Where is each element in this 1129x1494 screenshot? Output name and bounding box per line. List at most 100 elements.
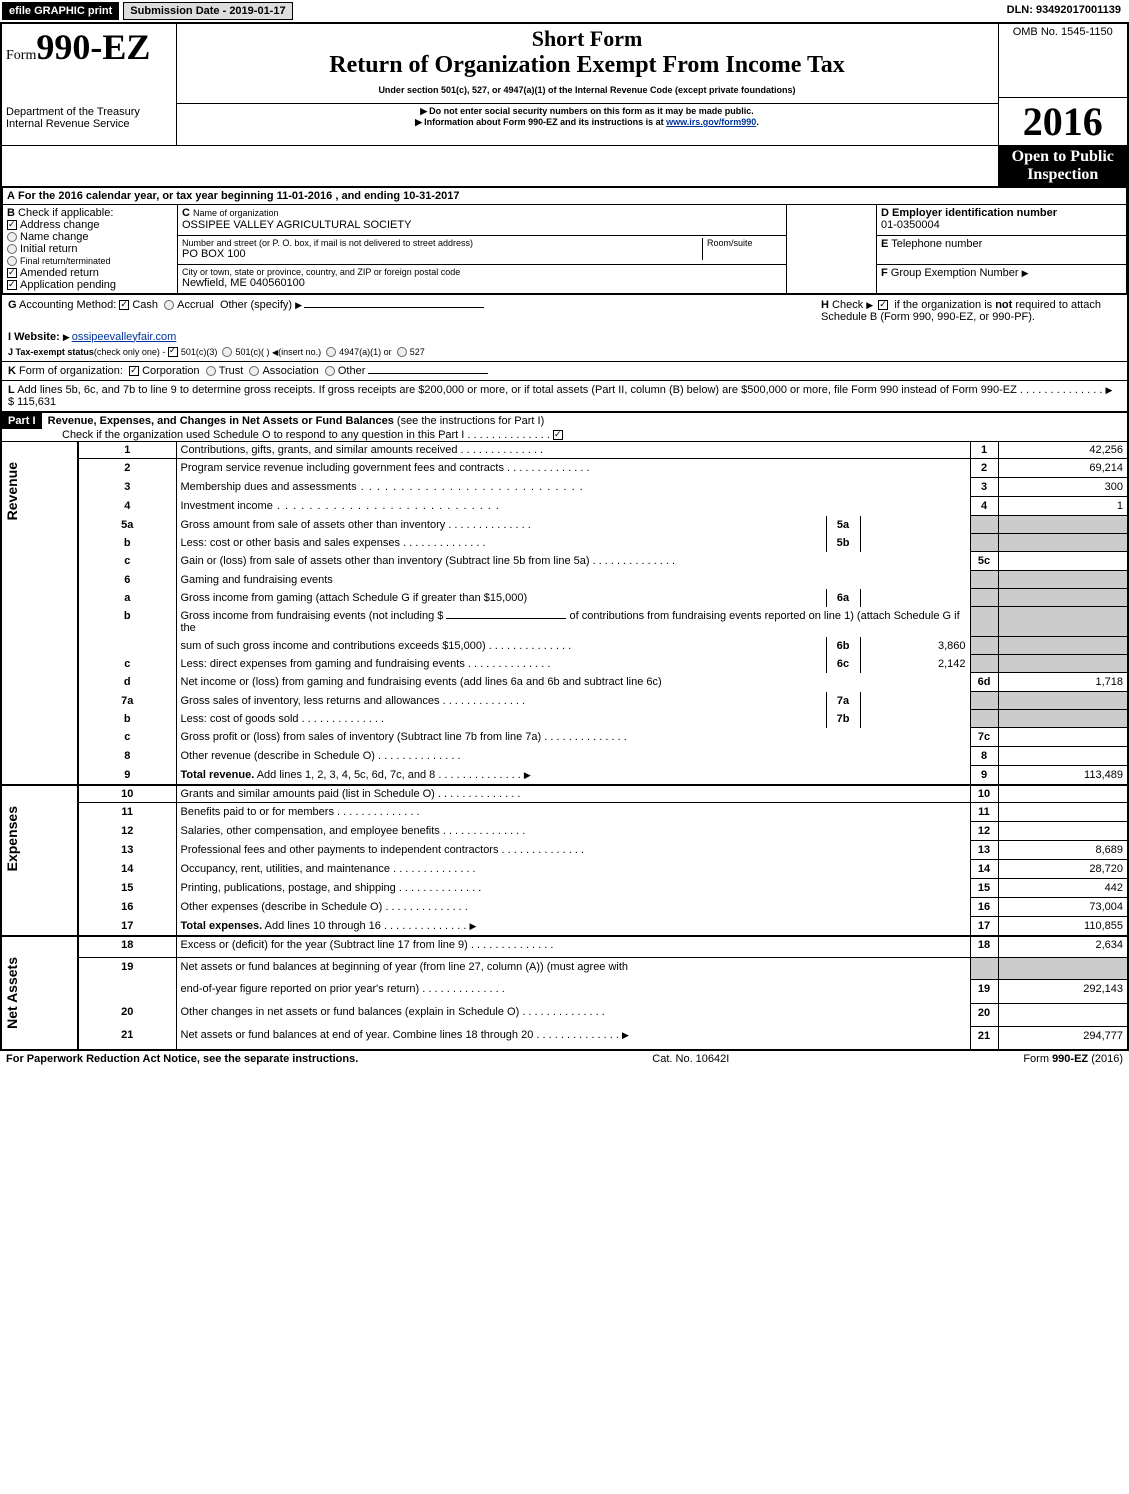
other-specify-input[interactable]: [304, 307, 484, 308]
line-17-text: Total expenses.: [181, 920, 263, 932]
address-change-label: Address change: [20, 219, 100, 231]
expenses-vertical-label: Expenses: [2, 786, 22, 891]
other-specify-label: Other (specify): [220, 299, 292, 311]
other-org-checkbox[interactable]: [325, 366, 335, 376]
line-15-value: 442: [998, 879, 1128, 898]
line-7c-num: c: [78, 728, 176, 747]
cash-checkbox[interactable]: [119, 300, 129, 310]
part1-check-note: Check if the organization used Schedule …: [62, 429, 464, 441]
title-short-form: Short Form: [181, 26, 994, 52]
arrow-icon: [415, 117, 424, 127]
dept-treasury: Department of the Treasury: [6, 106, 172, 118]
amended-return-checkbox[interactable]: [7, 268, 17, 278]
cash-label: Cash: [132, 299, 158, 311]
form-prefix: Form: [6, 48, 36, 63]
line-19-text: Net assets or fund balances at beginning…: [181, 961, 629, 973]
city-label: City or town, state or province, country…: [182, 267, 782, 277]
footer-right-pre: Form: [1023, 1053, 1052, 1065]
line-7c-rnum: 7c: [970, 728, 998, 747]
line-6b-blank[interactable]: [446, 618, 566, 619]
irs-link[interactable]: www.irs.gov/form990: [666, 117, 756, 127]
address-change-checkbox[interactable]: [7, 220, 17, 230]
h-checkbox[interactable]: [878, 300, 888, 310]
line-3-num: 3: [78, 478, 176, 497]
line-9-rnum: 9: [970, 766, 998, 786]
f-text: Group Exemption Number: [891, 267, 1019, 279]
line-7b-mid: 7b: [826, 710, 860, 728]
line-5b-midval: [860, 534, 970, 552]
line-12-rnum: 12: [970, 822, 998, 841]
line-18-num: 18: [78, 936, 176, 957]
line-7b-text: Less: cost of goods sold: [181, 713, 299, 725]
c-text: Name of organization: [193, 208, 279, 218]
line-18-text: Excess or (deficit) for the year (Subtra…: [181, 939, 468, 951]
line-1-value: 42,256: [998, 442, 1128, 459]
line-5b-text: Less: cost or other basis and sales expe…: [181, 537, 401, 549]
line-6d-rnum: 6d: [970, 673, 998, 692]
line-4-value: 1: [998, 497, 1128, 516]
line-8-value: [998, 747, 1128, 766]
name-change-checkbox[interactable]: [7, 232, 17, 242]
501c3-checkbox[interactable]: [168, 347, 178, 357]
line-6c-midval: 2,142: [860, 655, 970, 673]
initial-return-label: Initial return: [20, 243, 77, 255]
line-9-text: Total revenue.: [181, 769, 255, 781]
initial-return-checkbox[interactable]: [7, 244, 17, 254]
line-15-text: Printing, publications, postage, and shi…: [181, 882, 396, 894]
line-6c-num: c: [78, 655, 176, 673]
accrual-checkbox[interactable]: [164, 300, 174, 310]
501c-checkbox[interactable]: [222, 347, 232, 357]
line-18-rnum: 18: [970, 936, 998, 957]
application-pending-checkbox[interactable]: [7, 280, 17, 290]
arrow-icon: [524, 769, 533, 781]
527-label: 527: [410, 347, 425, 357]
line-3-rnum: 3: [970, 478, 998, 497]
arrow-icon: [63, 331, 72, 343]
trust-checkbox[interactable]: [206, 366, 216, 376]
527-checkbox[interactable]: [397, 347, 407, 357]
final-return-checkbox[interactable]: [7, 256, 17, 266]
website-link[interactable]: ossipeevalleyfair.com: [72, 331, 177, 343]
line-5a-num: 5a: [78, 516, 176, 534]
j-text: (check only one) -: [94, 347, 168, 357]
line-8-rnum: 8: [970, 747, 998, 766]
line-5a-text: Gross amount from sale of assets other t…: [181, 519, 446, 531]
i-label: I Website:: [8, 331, 60, 343]
assoc-label: Association: [262, 365, 318, 377]
line-20-rnum: 20: [970, 1003, 998, 1026]
schedule-o-checkbox[interactable]: [553, 430, 563, 440]
line-15-rnum: 15: [970, 879, 998, 898]
line-4-rnum: 4: [970, 497, 998, 516]
corp-checkbox[interactable]: [129, 366, 139, 376]
under-section: Under section 501(c), 527, or 4947(a)(1)…: [181, 85, 994, 95]
arrow-icon: [1022, 267, 1031, 279]
line-6a-text: Gross income from gaming (attach Schedul…: [181, 592, 528, 604]
line-7b-num: b: [78, 710, 176, 728]
line-17-value: 110,855: [998, 917, 1128, 937]
line-10-num: 10: [78, 785, 176, 803]
room-label: Room/suite: [707, 238, 782, 248]
line-11-num: 11: [78, 803, 176, 822]
line-11-value: [998, 803, 1128, 822]
line-4-text: Investment income: [181, 500, 273, 512]
arrow-icon: [1106, 384, 1115, 396]
4947-checkbox[interactable]: [326, 347, 336, 357]
line-15-num: 15: [78, 879, 176, 898]
street-label: Number and street (or P. O. box, if mail…: [182, 238, 702, 248]
final-return-label: Final return/terminated: [20, 256, 111, 266]
open-to-public: Open to Public Inspection: [998, 145, 1128, 186]
line-14-value: 28,720: [998, 860, 1128, 879]
efile-print-button[interactable]: efile GRAPHIC print: [2, 2, 119, 20]
g-text: Accounting Method:: [19, 299, 116, 311]
line-5c-text: Gain or (loss) from sale of assets other…: [181, 555, 590, 567]
line-6b-text1: Gross income from fundraising events (no…: [181, 610, 447, 622]
line-19-num: 19: [78, 957, 176, 980]
h-label: H: [821, 299, 829, 311]
submission-date-button[interactable]: Submission Date - 2019-01-17: [123, 2, 292, 20]
line-12-text: Salaries, other compensation, and employ…: [181, 825, 440, 837]
other-org-input[interactable]: [368, 373, 488, 374]
assoc-checkbox[interactable]: [249, 366, 259, 376]
a-ending: , and ending 10-31-2017: [335, 190, 459, 202]
4947-label: 4947(a)(1) or: [339, 347, 392, 357]
line-13-rnum: 13: [970, 841, 998, 860]
